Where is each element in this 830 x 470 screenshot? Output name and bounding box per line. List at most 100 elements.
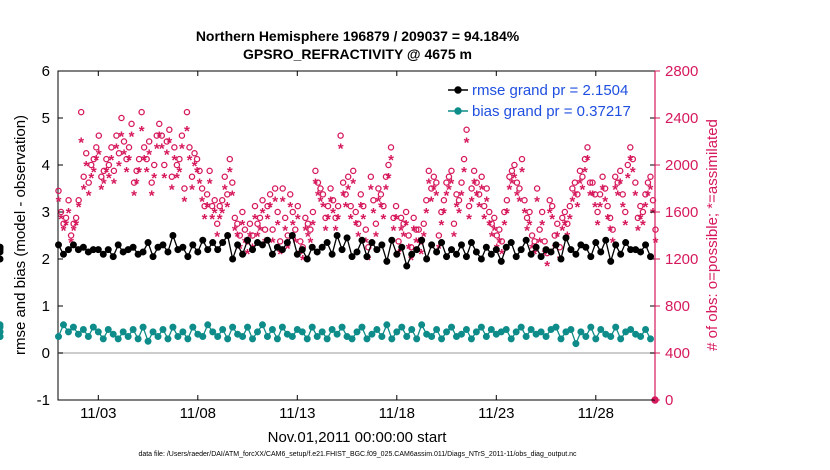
obs-assimilated-marker: *: [446, 182, 452, 199]
obs-assimilated-marker: *: [328, 193, 334, 210]
obs-assimilated-marker: *: [375, 193, 381, 210]
y-right-tick-label: 2800: [665, 63, 698, 80]
bias-marker: [298, 328, 306, 336]
obs-assimilated-marker: *: [539, 217, 545, 234]
obs-possible-marker: [60, 220, 67, 227]
obs-possible-marker: [206, 167, 213, 175]
rmse-marker: [612, 241, 620, 249]
bias-marker: [607, 333, 615, 341]
obs-possible-marker: [571, 179, 579, 186]
bias-marker: [433, 326, 441, 333]
x-tick-label: 11/23: [478, 405, 514, 422]
obs-assimilated-marker: *: [433, 187, 439, 204]
obs-possible-marker: [584, 144, 591, 151]
obs-possible-marker: [191, 149, 198, 157]
bias-marker: [209, 328, 217, 336]
obs-possible-marker: [430, 173, 438, 180]
obs-possible-marker: [435, 232, 443, 239]
bias-marker: [507, 335, 515, 343]
obs-possible-marker: [460, 155, 468, 163]
obs-possible-marker: [324, 202, 332, 210]
obs-possible-marker: [586, 179, 594, 186]
obs-possible-marker: [271, 185, 279, 192]
bias-marker: [333, 330, 341, 338]
obs-assimilated-marker: *: [212, 205, 218, 222]
obs-possible-marker: [168, 173, 176, 180]
obs-assimilated-marker: *: [406, 240, 412, 257]
obs-possible-marker: [496, 226, 503, 233]
obs-assimilated-marker: *: [340, 187, 346, 204]
bias-marker: [249, 335, 257, 343]
obs-assimilated-marker: *: [96, 146, 102, 163]
obs-assimilated-marker: *: [184, 123, 190, 140]
obs-possible-marker: [632, 179, 639, 186]
obs-possible-marker: [241, 226, 249, 233]
obs-possible-marker: [218, 196, 226, 204]
obs-possible-marker: [478, 173, 485, 180]
obs-assimilated-marker: *: [524, 223, 530, 240]
obs-assimilated-marker: *: [146, 146, 152, 163]
obs-assimilated-marker: *: [411, 223, 417, 240]
obs-possible-marker: [329, 196, 337, 204]
obs-possible-marker: [511, 161, 518, 169]
bias-marker: [288, 333, 296, 341]
obs-assimilated-marker: *: [612, 182, 618, 199]
obs-assimilated-marker: *: [587, 187, 593, 204]
obs-possible-marker: [533, 185, 541, 192]
bias-marker: [55, 333, 62, 341]
bias-marker: [154, 333, 162, 341]
rmse-marker: [423, 255, 431, 263]
y-right-tick-label: 2000: [665, 157, 698, 174]
obs-possible-marker: [65, 196, 72, 204]
legend-marker: [454, 107, 462, 115]
obs-possible-marker: [256, 214, 264, 222]
bias-marker: [268, 326, 276, 333]
obs-possible-marker: [201, 202, 208, 210]
rmse-marker: [597, 248, 605, 256]
obs-assimilated-marker: *: [144, 164, 150, 181]
obs-possible-marker: [541, 238, 548, 245]
bias-marker: [398, 323, 406, 331]
obs-possible-marker: [639, 208, 647, 216]
obs-assimilated-marker: *: [363, 234, 369, 251]
bias-marker: [517, 323, 525, 331]
bias-marker: [114, 335, 122, 343]
chart-subtitle: GPSRO_REFRACTIVITY @ 4675 m: [243, 46, 472, 62]
bias-marker: [323, 335, 331, 343]
rmse-marker: [472, 248, 480, 256]
obs-assimilated-marker: *: [121, 146, 127, 163]
obs-assimilated-marker: *: [534, 193, 540, 210]
x-tick-label: 11/18: [379, 405, 415, 422]
obs-assimilated-marker: *: [239, 217, 245, 234]
rmse-marker: [109, 253, 117, 261]
obs-possible-marker: [82, 149, 90, 157]
rmse-marker: [388, 236, 396, 244]
obs-assimilated-marker: *: [234, 229, 240, 246]
obs-possible-marker: [118, 114, 125, 122]
rmse-marker: [368, 239, 376, 247]
bias-marker: [149, 328, 157, 336]
obs-possible-marker: [513, 179, 521, 186]
rmse-marker: [308, 243, 316, 251]
obs-assimilated-marker: *: [58, 211, 64, 228]
rmse-marker: [592, 239, 600, 247]
bias-marker: [462, 326, 470, 333]
bias-marker: [642, 326, 650, 333]
rmse-marker: [194, 248, 202, 256]
obs-assimilated-marker: *: [93, 152, 99, 169]
obs-assimilated-marker: *: [325, 211, 331, 228]
y-left-tick-label: 3: [42, 204, 50, 221]
rmse-marker: [0, 243, 4, 251]
obs-possible-marker: [420, 220, 428, 227]
x-axis-label: Nov.01,2011 00:00:00 start: [268, 429, 448, 446]
obs-assimilated-marker: *: [124, 164, 130, 181]
obs-possible-marker: [634, 214, 642, 222]
obs-assimilated-marker: *: [76, 199, 82, 216]
obs-assimilated-marker: *: [343, 199, 349, 216]
obs-possible-marker: [642, 191, 649, 198]
obs-possible-marker: [292, 226, 299, 233]
obs-assimilated-marker: *: [270, 234, 276, 251]
bias-marker: [472, 328, 480, 336]
obs-assimilated-marker: *: [73, 217, 79, 234]
